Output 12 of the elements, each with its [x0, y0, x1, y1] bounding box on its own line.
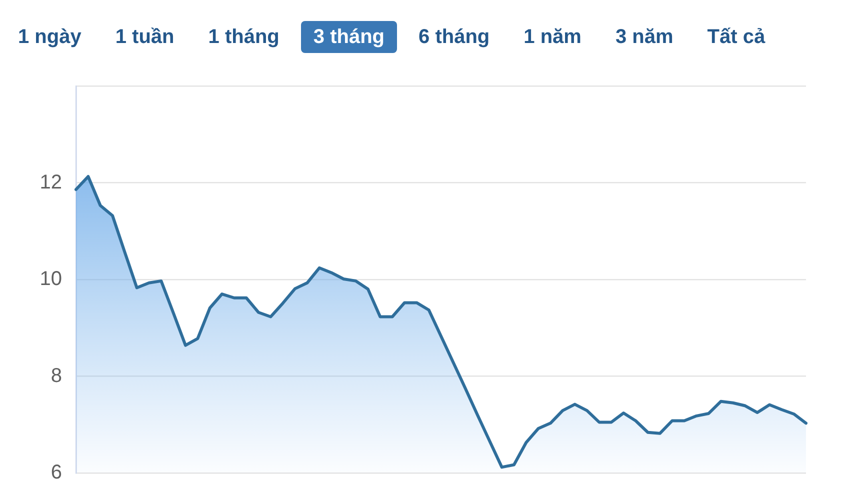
- text: 6 tháng: [418, 26, 490, 48]
- text: 1 ngày: [18, 26, 82, 48]
- text: 3 năm: [615, 26, 674, 48]
- y-tick-label: 10: [40, 268, 62, 290]
- y-tick-label: 6: [50, 462, 62, 484]
- y-tick-label: 12: [40, 171, 62, 194]
- text: 1 năm: [524, 26, 582, 48]
- text: Tất cả: [707, 26, 766, 48]
- selected-button: 3 tháng: [301, 21, 397, 53]
- text: 1 tuần: [115, 26, 174, 48]
- y-tick-label: 8: [50, 364, 62, 387]
- text: 1 tháng: [208, 26, 280, 48]
